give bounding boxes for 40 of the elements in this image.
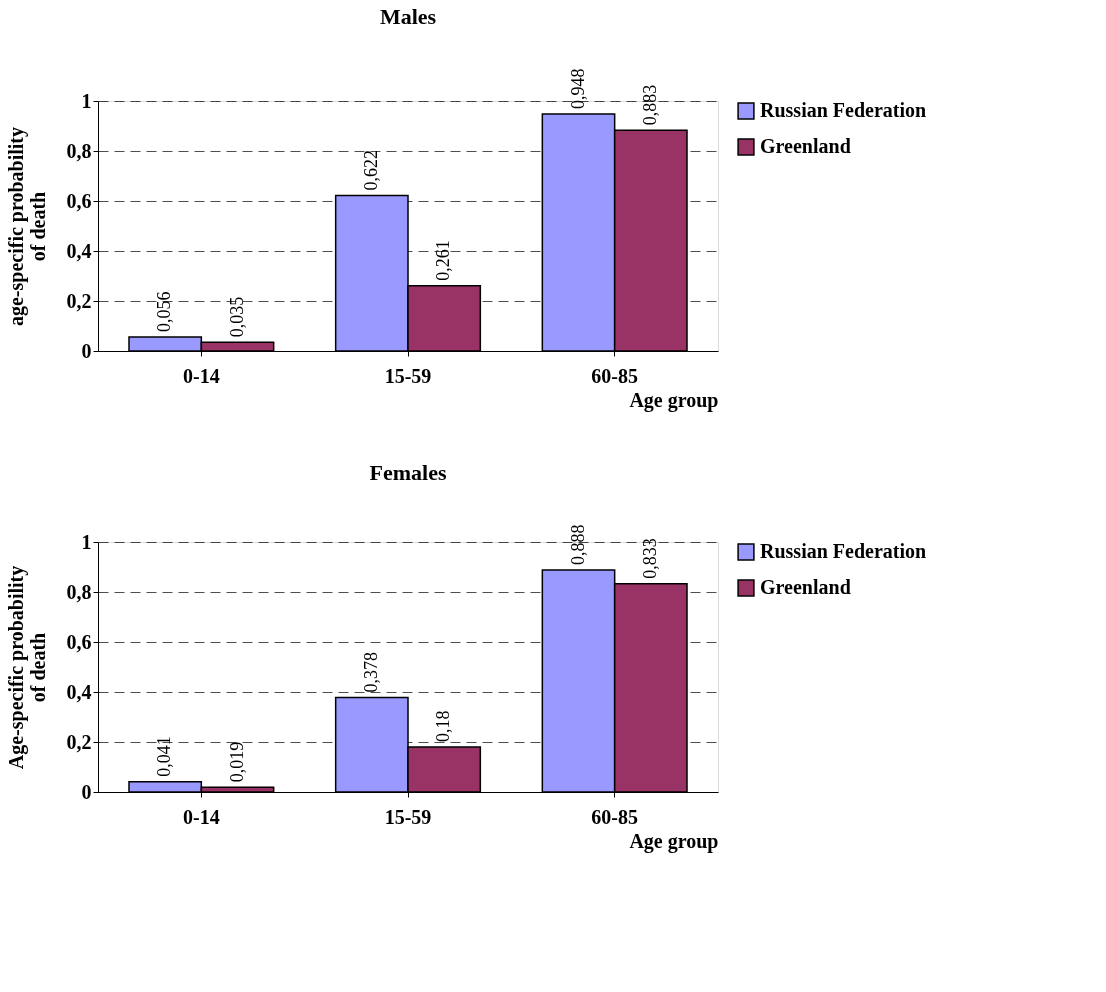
data-label: 0,261 <box>433 240 454 281</box>
data-label: 0,622 <box>360 150 381 191</box>
data-label: 0,041 <box>154 736 175 777</box>
data-label: 0,888 <box>567 524 588 565</box>
data-label: 0,019 <box>226 741 247 783</box>
data-label: 0,883 <box>639 84 660 126</box>
y-tick-label: 0,4 <box>66 239 92 262</box>
y-tick-label: 0,4 <box>66 680 92 703</box>
y-tick-label: 1 <box>81 89 92 112</box>
y-tick-label: 0,8 <box>66 580 92 603</box>
data-label: 0,056 <box>154 291 175 332</box>
y-tick-label: 0,2 <box>66 289 92 312</box>
y-tick-label: 0 <box>81 339 92 362</box>
x-tick-label: 15-59 <box>384 364 432 387</box>
y-axis-title: Age-specific probability of death <box>4 565 49 770</box>
data-label: 0,035 <box>226 296 247 338</box>
x-tick-label: 60-85 <box>591 805 638 828</box>
y-tick-label: 1 <box>81 530 92 553</box>
chart-title: Males <box>379 3 437 29</box>
x-tick-label: 0-14 <box>183 364 220 387</box>
y-tick-label: 0,2 <box>66 730 92 753</box>
legend-label: Russian Federation <box>760 540 927 562</box>
x-tick-label: 60-85 <box>591 364 638 387</box>
y-tick-label: 0,8 <box>66 139 92 162</box>
x-axis-title: Age group <box>629 829 719 853</box>
y-tick-label: 0 <box>81 780 92 803</box>
y-tick-label: 0,6 <box>66 189 92 212</box>
x-tick-label: 15-59 <box>384 805 432 828</box>
y-axis-title: age-specific probability of death <box>4 126 49 327</box>
data-label: 0,18 <box>433 710 454 742</box>
legend-label: Greenland <box>760 135 851 157</box>
x-axis-title: Age group <box>629 388 719 412</box>
chart-title: Females <box>369 459 447 485</box>
x-tick-label: 0-14 <box>183 805 220 828</box>
y-tick-label: 0,6 <box>66 630 92 653</box>
legend-label: Greenland <box>760 576 851 598</box>
data-label: 0,833 <box>639 538 660 579</box>
legend-label: Russian Federation <box>760 99 927 121</box>
data-label: 0,948 <box>567 68 588 109</box>
data-label: 0,378 <box>360 652 381 693</box>
